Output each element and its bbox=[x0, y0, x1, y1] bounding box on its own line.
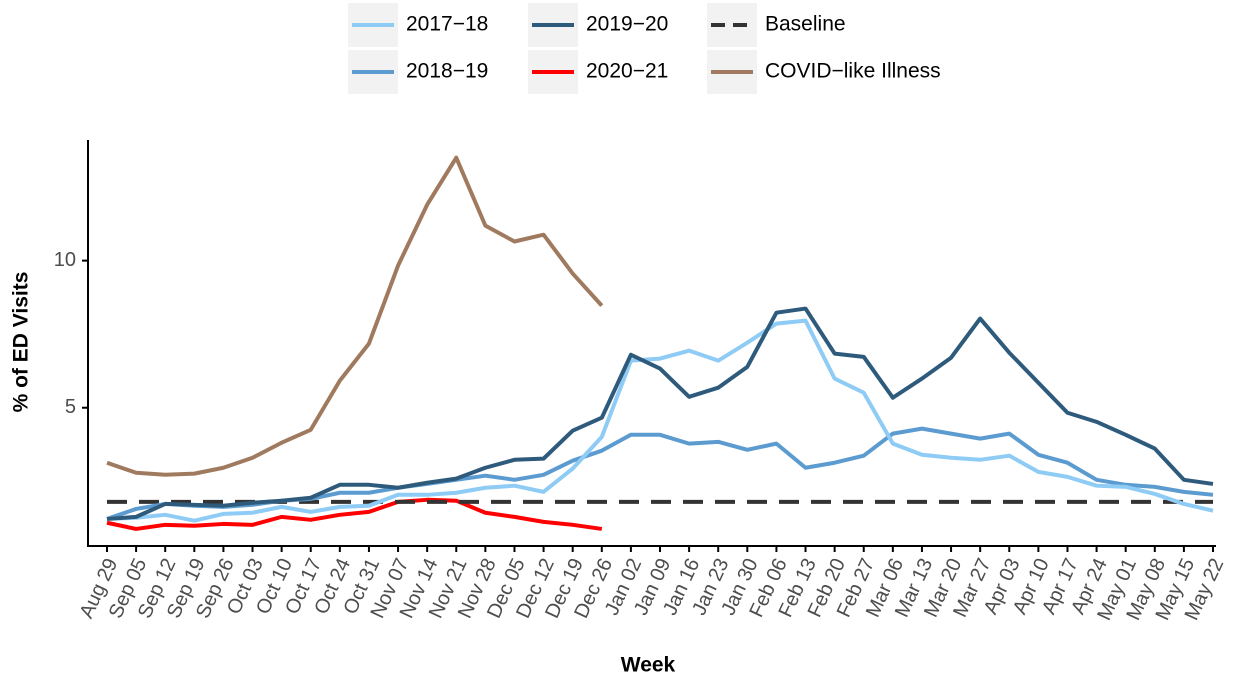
y-tick-label: 10 bbox=[54, 249, 76, 271]
legend-label: 2020−21 bbox=[586, 60, 668, 83]
legend-label: 2019−20 bbox=[586, 13, 668, 36]
legend-label: 2018−19 bbox=[406, 60, 488, 83]
legend-label: COVID−like Illness bbox=[765, 60, 941, 83]
series-line bbox=[106, 306, 1214, 521]
y-axis-title: % of ED Visits bbox=[10, 272, 33, 413]
x-axis-title: Week bbox=[621, 654, 676, 677]
series-line bbox=[106, 155, 604, 477]
series-line bbox=[106, 497, 603, 531]
legend-label: 2017−18 bbox=[406, 13, 488, 36]
legend-label: Baseline bbox=[765, 13, 846, 36]
series-line bbox=[106, 318, 1214, 523]
y-tick-label: 5 bbox=[65, 396, 76, 418]
